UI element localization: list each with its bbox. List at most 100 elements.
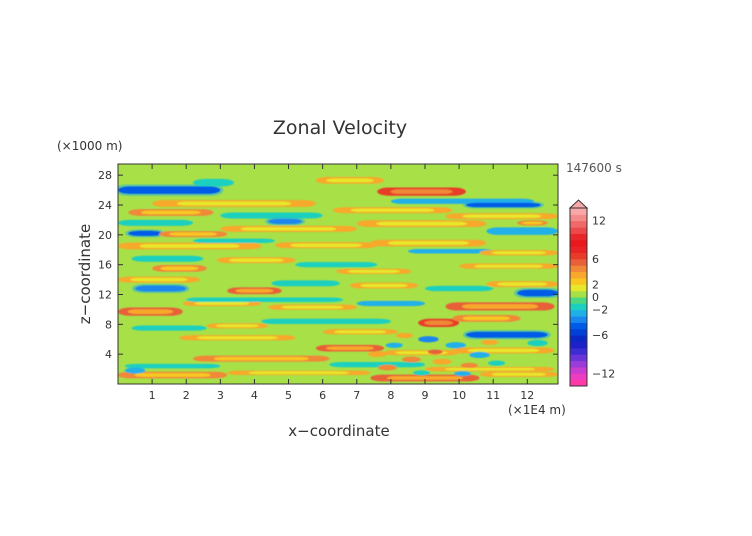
velocity-band-halo-22	[387, 241, 469, 245]
x-tick-label: 7	[353, 389, 360, 402]
velocity-bands	[118, 177, 558, 382]
velocity-band-halo-63	[491, 372, 547, 376]
colorbar-swatch	[570, 233, 587, 241]
velocity-band-halo-61	[248, 371, 349, 375]
colorbar-tick-label: 2	[592, 278, 599, 291]
velocity-band-50	[131, 325, 207, 331]
x-tick-label: 6	[319, 389, 326, 402]
velocity-band-halo-52	[333, 330, 387, 334]
y-tick-label: 28	[98, 169, 112, 182]
y-unit-label: (×1000 m)	[57, 139, 122, 153]
time-label: 147600 s	[566, 161, 622, 175]
colorbar-overflow-arrow	[568, 199, 589, 209]
velocity-band-halo-59	[444, 367, 536, 371]
velocity-band-0	[118, 186, 221, 194]
colorbar-swatch	[570, 328, 587, 336]
velocity-blob-5	[445, 342, 466, 349]
colorbar-tick-label: −12	[592, 367, 615, 380]
velocity-band-32	[135, 285, 187, 292]
velocity-blob-12	[481, 339, 499, 345]
velocity-band-halo-14	[169, 232, 217, 236]
velocity-band-47	[465, 331, 548, 338]
colorbar-swatch	[570, 347, 587, 355]
y-tick-label: 8	[105, 318, 112, 331]
colorbar-swatch	[570, 309, 587, 317]
velocity-band-58	[329, 362, 425, 368]
x-tick-label: 10	[452, 389, 466, 402]
x-tick-label: 12	[520, 389, 534, 402]
velocity-band-28	[295, 262, 378, 268]
velocity-band-49	[261, 318, 391, 324]
velocity-blob-13	[427, 349, 443, 355]
velocity-band-halo-40	[194, 301, 250, 305]
velocity-band-halo-18	[521, 221, 544, 225]
colorbar-swatch	[570, 290, 587, 298]
velocity-band-halo-21	[290, 243, 362, 247]
velocity-band-halo-27	[228, 258, 284, 262]
velocity-band-halo-53	[326, 346, 374, 351]
x-tick-label: 3	[217, 389, 224, 402]
velocity-band-halo-3	[390, 189, 453, 194]
colorbar-swatch	[570, 220, 587, 228]
velocity-band-halo-45	[424, 320, 453, 326]
y-tick-label: 24	[98, 199, 112, 212]
velocity-band-5	[465, 202, 541, 208]
velocity-band-halo-7	[141, 210, 201, 215]
chart-title: Zonal Velocity	[273, 117, 407, 139]
velocity-band-halo-31	[130, 277, 188, 282]
velocity-band-halo-62	[386, 376, 464, 380]
velocity-blob-15	[527, 339, 548, 347]
velocity-blob-3	[418, 336, 439, 343]
velocity-band-1	[193, 178, 234, 187]
x-tick-label: 2	[183, 389, 190, 402]
velocity-blob-10	[377, 364, 398, 371]
y-axis-ticks: 4 8 12 16 20 24 28	[98, 169, 558, 361]
velocity-band-8	[220, 212, 323, 219]
velocity-blob-9	[395, 332, 414, 339]
velocity-band-halo-46	[462, 316, 511, 321]
velocity-blob-14	[453, 370, 472, 377]
x-axis-label: x−coordinate	[288, 422, 389, 440]
velocity-blob-0	[367, 351, 387, 358]
colorbar-swatch	[570, 373, 587, 381]
velocity-band-36	[424, 285, 494, 292]
velocity-band-halo-60	[134, 373, 211, 377]
plot-frame	[117, 163, 559, 385]
velocity-band-halo-55	[467, 348, 540, 353]
y-tick-label: 16	[98, 259, 112, 272]
colorbar: 12 6 20−2 −6 −12	[568, 199, 615, 387]
colorbar-swatch	[570, 379, 587, 387]
velocity-blob-2	[401, 356, 421, 363]
y-tick-label: 12	[98, 289, 112, 302]
colorbar-tick-label: 6	[592, 253, 599, 266]
velocity-band-halo-44	[461, 304, 539, 309]
velocity-band-halo-16	[376, 221, 467, 226]
velocity-band-20	[193, 238, 275, 244]
velocity-band-halo-24	[491, 251, 547, 255]
colorbar-tick-label: −6	[592, 329, 608, 342]
velocity-band-halo-39	[127, 309, 174, 314]
colorbar-swatch	[570, 252, 587, 260]
colorbar-tick-label: 0	[592, 291, 599, 304]
velocity-blob-8	[413, 370, 431, 376]
velocity-band-halo-51	[196, 336, 278, 340]
x-tick-label: 11	[486, 389, 500, 402]
velocity-blob-6	[460, 362, 478, 368]
colorbar-swatch	[570, 239, 587, 247]
colorbar-swatch	[570, 271, 587, 279]
x-tick-label: 5	[285, 389, 292, 402]
y-axis-label: z−coordinate	[76, 224, 94, 324]
colorbar-frame	[569, 207, 588, 387]
colorbar-tick-label: 12	[592, 215, 606, 228]
velocity-band-halo-33	[235, 288, 274, 293]
colorbar-swatch	[570, 303, 587, 311]
colorbar-swatch	[570, 354, 587, 362]
velocity-band-halo-10	[350, 208, 435, 212]
colorbar-swatch	[570, 284, 587, 292]
colorbar-tick-label: −2	[592, 304, 608, 317]
velocity-band-13	[128, 230, 163, 236]
colorbar-swatch	[570, 208, 587, 215]
velocity-band-23	[407, 249, 494, 254]
plot-area	[118, 164, 558, 384]
velocity-band-41	[186, 297, 344, 302]
